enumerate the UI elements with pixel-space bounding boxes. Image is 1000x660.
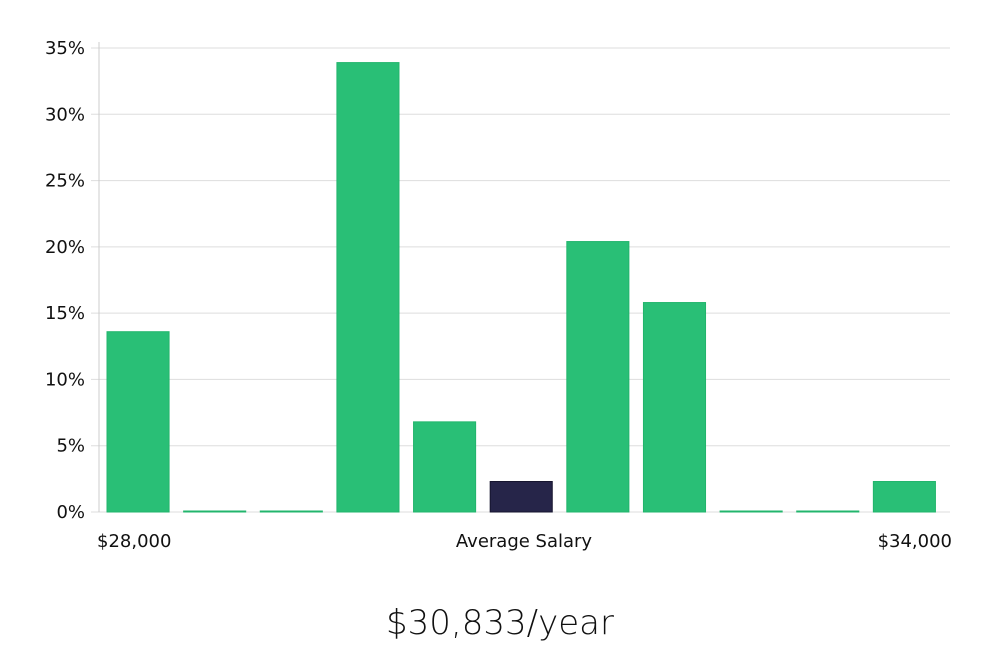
y-tick-label: 30% — [45, 104, 85, 125]
y-tick-label: 35% — [45, 38, 85, 59]
bar — [796, 510, 860, 513]
grid-lines — [91, 47, 950, 513]
bar — [566, 241, 630, 513]
y-axis-ticks: 0% 5% 10% 15% 20% 25% 30% 35% — [45, 38, 85, 523]
bar-highlight — [489, 481, 553, 513]
x-axis-title: Average Salary — [456, 531, 593, 552]
bar — [259, 510, 323, 513]
bar — [642, 302, 707, 513]
salary-histogram: 0% 5% 10% 15% 20% 25% 30% 35% $28,000 Average S… — [45, 38, 952, 552]
bar — [719, 510, 783, 513]
bars — [106, 62, 936, 513]
bar — [413, 421, 477, 513]
x-axis-max-label: $34,000 — [878, 531, 952, 552]
y-tick-label: 10% — [45, 369, 85, 390]
y-tick-label: 0% — [56, 502, 85, 523]
average-salary-value: $30,833/year — [386, 603, 614, 643]
bar — [336, 62, 400, 513]
y-tick-label: 5% — [56, 436, 85, 457]
y-tick-label: 25% — [45, 171, 85, 192]
x-axis-min-label: $28,000 — [97, 531, 171, 552]
y-tick-label: 20% — [45, 237, 85, 258]
bar — [106, 331, 170, 513]
y-tick-label: 15% — [45, 303, 85, 324]
bar — [872, 481, 936, 513]
bar — [183, 510, 247, 513]
